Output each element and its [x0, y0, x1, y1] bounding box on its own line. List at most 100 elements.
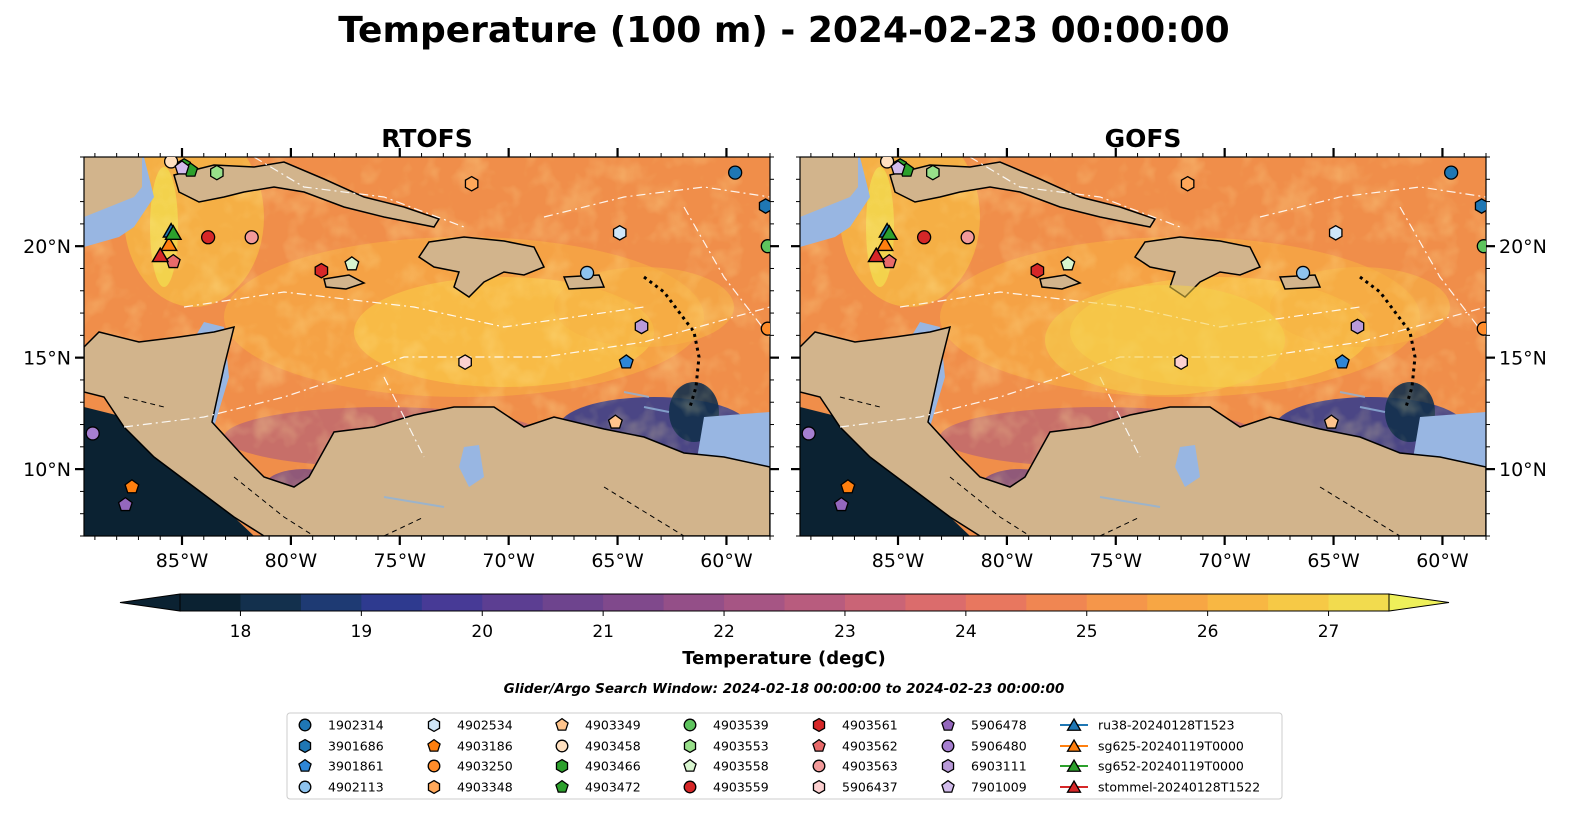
- colorbar-segment: [724, 594, 786, 611]
- legend-marker-7901009: [941, 779, 955, 793]
- colorbar-segment: [361, 594, 423, 611]
- x-tick-label: 85°W: [156, 550, 209, 572]
- legend-marker-4903458: [555, 739, 569, 753]
- platform-5906480: [85, 426, 100, 441]
- glider-stommel-20240128T1522: [151, 246, 170, 263]
- platform-6903111: [634, 318, 649, 335]
- legend-marker-4903348: [427, 779, 441, 795]
- legend-label: sg625-20240119T0000: [1098, 739, 1244, 754]
- legend-marker-4903186: [427, 738, 441, 752]
- legend-marker-3901861: [298, 758, 312, 772]
- markers-gofs: [801, 157, 1486, 512]
- x-tick-label: 80°W: [265, 550, 318, 572]
- colorbar-segment: [844, 594, 906, 611]
- x-tick-label: 75°W: [374, 550, 427, 572]
- panel-title-gofs: GOFS: [1105, 124, 1182, 153]
- legend-marker-4902113: [298, 780, 312, 794]
- axes-gofs: 85°W 80°W 75°W 70°W 65°W 60°W 10°N 15°N 20°N: [791, 148, 1547, 572]
- y-tick-label: 10°N: [23, 459, 71, 481]
- legend-frame: [286, 712, 1283, 800]
- legend-label: 4903466: [585, 759, 641, 774]
- x-tick-label: 65°W: [591, 550, 644, 572]
- platform-4902534: [1328, 224, 1343, 241]
- colorbar-tick-label: 26: [1197, 622, 1219, 642]
- legend-label: stommel-20240128T1522: [1098, 780, 1260, 795]
- glider-sg652-20240119T0000: [164, 224, 183, 241]
- colorbar-segment: [784, 594, 846, 611]
- x-tick-label: 85°W: [872, 550, 925, 572]
- legend-label: 4903472: [585, 780, 641, 795]
- platform-4903562: [165, 253, 181, 269]
- legend-label: 1902314: [328, 718, 384, 733]
- platform-4903539: [1476, 239, 1486, 254]
- x-tick-label: 70°W: [482, 550, 535, 572]
- colorbar-segment: [603, 594, 665, 611]
- legend-label: 4902113: [328, 780, 384, 795]
- panel-rtofs: RTOFS 85°W 80°W 75°W 70°W 65°W 60°W 10°N 15°N 20…: [23, 124, 779, 572]
- colorbar-segment: [421, 594, 483, 611]
- colorbar-tick-label: 27: [1318, 622, 1340, 642]
- y-tick-label: 15°N: [1499, 348, 1547, 370]
- legend-marker-4903563: [812, 759, 826, 773]
- legend-label: 5906437: [842, 780, 898, 795]
- legend-label: 4903250: [457, 759, 513, 774]
- colorbar: 18 19 20 21 22 23 24 25 26 27: [119, 593, 1450, 642]
- colorbar-segment: [1207, 594, 1269, 611]
- map-frame-gofs: [799, 156, 1487, 537]
- colorbar-tick-label: 20: [471, 622, 493, 642]
- colorbar-tick-label: 19: [351, 622, 373, 642]
- colorbar-segment: [965, 594, 1027, 611]
- legend-glider-marker-ru38-20240128T1523: [1066, 717, 1082, 731]
- platform-4903563: [960, 230, 975, 245]
- colorbar-label: Temperature (degC): [682, 648, 885, 669]
- colorbar-segment: [663, 594, 725, 611]
- colorbar-tick-label: 21: [592, 622, 614, 642]
- colorbar-tick-label: 23: [834, 622, 856, 642]
- platform-4902113: [579, 265, 595, 281]
- legend-label: 4902534: [457, 718, 513, 733]
- platform-3901686: [758, 198, 770, 214]
- legend-label: 3901686: [328, 739, 384, 754]
- y-tick-label: 10°N: [1499, 459, 1547, 481]
- legend-marker-6903111: [941, 758, 955, 774]
- legend-label: 4903553: [713, 739, 769, 754]
- platform-4903539: [760, 239, 770, 254]
- colorbar-under-extend: [119, 593, 181, 612]
- legend-marker-1902314: [298, 718, 312, 732]
- legend-glider-marker-sg625-20240119T0000: [1066, 738, 1082, 752]
- platform-5906480: [801, 426, 816, 441]
- legend-glider-marker-sg652-20240119T0000: [1066, 758, 1082, 772]
- legend-label: 4903186: [457, 739, 513, 754]
- legend-marker-5906480: [941, 739, 955, 753]
- legend-marker-4903561: [812, 717, 826, 733]
- x-tick-label: 70°W: [1198, 550, 1251, 572]
- colorbar-segment: [180, 594, 242, 611]
- legend-label: 4903458: [585, 739, 641, 754]
- platform-4903553: [209, 164, 224, 181]
- glider-sg625-20240119T0000: [159, 235, 178, 252]
- panel-title-rtofs: RTOFS: [381, 124, 473, 153]
- platform-4903562: [881, 253, 897, 269]
- legend-items: 1902314 3901686 3901861 4902113 4902534 49031…: [298, 717, 1260, 795]
- platform-7901009: [890, 160, 906, 175]
- platform-4903553: [926, 164, 940, 181]
- platform-4903559: [916, 230, 932, 245]
- map-field-rtofs: [84, 127, 770, 536]
- platform-4903458: [163, 157, 179, 169]
- platform-4903558: [344, 256, 360, 271]
- colorbar-segment: [482, 594, 544, 611]
- x-tick-label: 80°W: [981, 550, 1034, 572]
- platform-4903558: [1060, 256, 1076, 271]
- legend-label: 3901861: [328, 759, 384, 774]
- glider-sg652-20240119T0000: [880, 224, 899, 241]
- x-tick-label: 75°W: [1090, 550, 1143, 572]
- legend-label: sg652-20240119T0000: [1098, 759, 1244, 774]
- legend-label: ru38-20240128T1523: [1098, 718, 1235, 733]
- platform-4903348: [464, 175, 479, 192]
- legend-label: 5906480: [971, 739, 1027, 754]
- platform-4903250: [760, 321, 770, 336]
- legend-label: 4903558: [713, 759, 769, 774]
- legend-marker-4903472: [555, 779, 569, 793]
- platform-1902314: [728, 165, 743, 180]
